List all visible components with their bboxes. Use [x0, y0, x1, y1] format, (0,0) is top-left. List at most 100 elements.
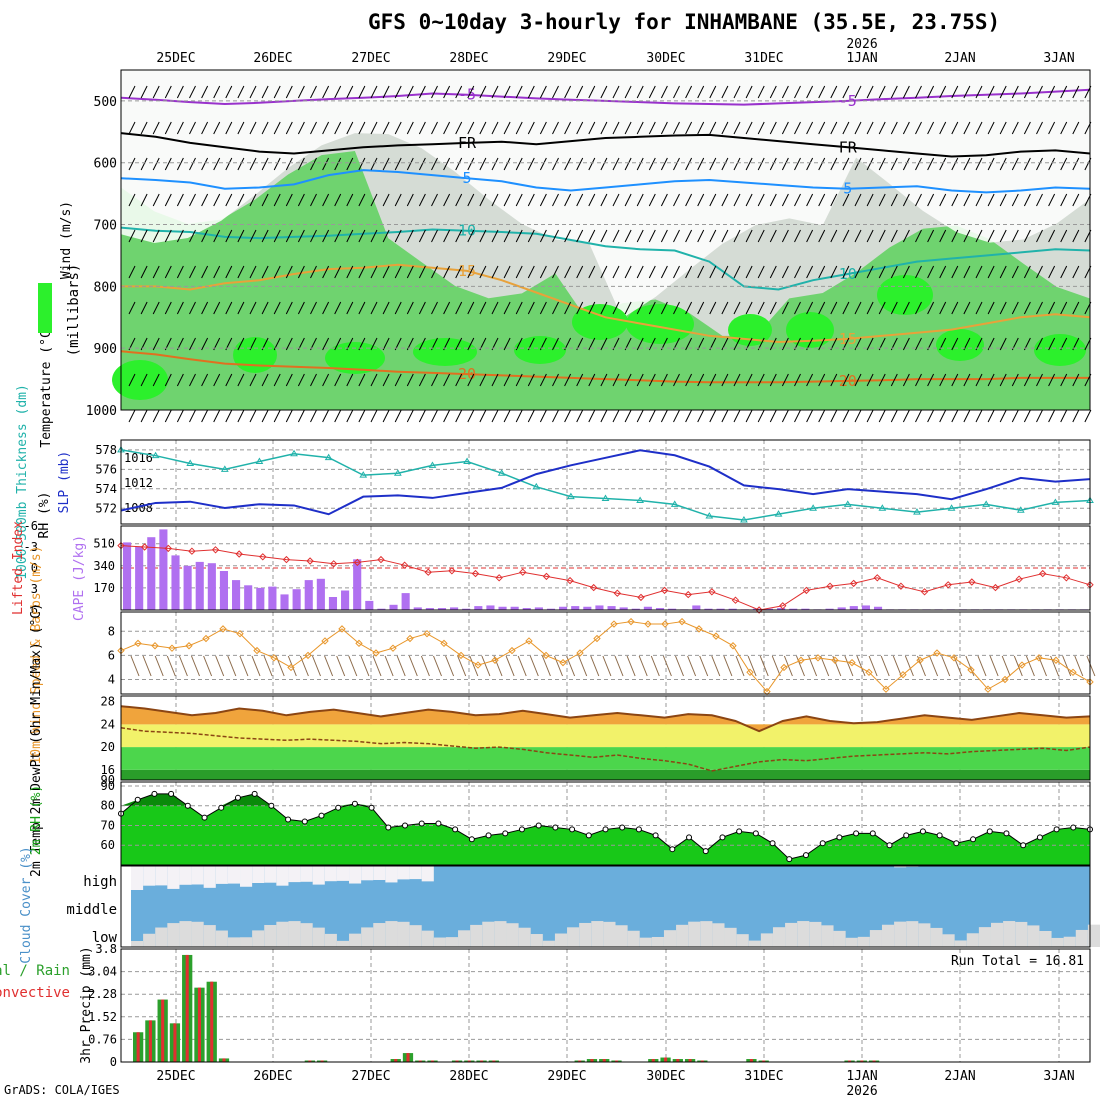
li-marker	[708, 588, 716, 596]
wind10-barb	[420, 655, 430, 677]
li-marker	[849, 579, 858, 588]
wind-barb	[503, 373, 511, 387]
wind10-barb	[469, 655, 479, 677]
li-marker	[897, 582, 905, 590]
rh2m-marker	[134, 796, 141, 803]
wind-barb	[697, 265, 705, 279]
wind-barb	[334, 85, 342, 99]
wind-barb	[951, 409, 959, 423]
wind-barb	[382, 121, 390, 135]
wind-barb	[189, 193, 196, 207]
wind-barb	[866, 373, 874, 387]
precip-conv-bar	[578, 1060, 582, 1062]
wind-barb	[152, 85, 160, 99]
wind-barb	[237, 85, 245, 99]
rh2m-marker	[786, 856, 793, 863]
isotherm-15	[121, 263, 1091, 344]
cloud-low-bar	[688, 921, 701, 947]
precip-conv-bar	[492, 1060, 496, 1062]
wind-barb	[140, 301, 148, 315]
wind-tick: 4	[108, 673, 115, 687]
wind-barb	[358, 265, 366, 279]
wind10-barb	[324, 655, 334, 677]
wind-barb	[721, 409, 729, 423]
rh2m-marker	[552, 824, 559, 831]
wind-barb	[334, 229, 342, 243]
li-tick: 0	[31, 561, 38, 575]
wind-barb	[902, 157, 910, 171]
thickness-marker	[186, 459, 195, 466]
rh2m-marker	[268, 802, 275, 809]
wind-barb	[261, 265, 269, 279]
wind-barb	[915, 409, 922, 423]
precip-tick: 3.8	[95, 942, 117, 956]
wind-barb	[951, 373, 959, 387]
wind-barb	[479, 193, 487, 207]
cloud-low-bar	[894, 921, 907, 947]
wind-barb	[939, 85, 947, 99]
wind-barb	[213, 121, 221, 135]
wind-barb	[346, 121, 354, 135]
cape-bar	[849, 606, 858, 610]
wind-barb	[261, 193, 269, 207]
wind-speed-marker	[678, 617, 686, 626]
wind10-barb	[336, 655, 346, 677]
wind-barb	[467, 85, 475, 99]
wind-barb	[455, 157, 463, 171]
temp-band-mild	[121, 747, 1090, 770]
isotherm-label: 5	[843, 180, 852, 198]
wind-barb	[1023, 193, 1031, 207]
rh2m-marker	[1070, 824, 1077, 831]
wind-barb	[334, 157, 342, 171]
wind-barb	[1048, 265, 1056, 279]
cape-bar	[595, 605, 604, 610]
rh2m-marker	[1003, 830, 1010, 837]
wind-barb	[491, 85, 499, 99]
wind-barb	[370, 229, 378, 243]
wind-speed-marker	[372, 649, 380, 657]
precip-conv-bar	[762, 1060, 766, 1062]
wind10-barb	[203, 655, 213, 677]
precip-conv-bar	[418, 1060, 422, 1062]
wind10-barb	[662, 655, 672, 677]
precip-conv-bar	[688, 1059, 692, 1062]
wind-barb	[297, 157, 305, 171]
wind-barb	[721, 373, 729, 387]
wind-barb	[503, 85, 511, 99]
wind-barb	[128, 265, 136, 279]
cloud-high-bar	[264, 866, 277, 883]
top-date-label: 28DEC	[449, 51, 488, 66]
wind-speed-marker	[389, 644, 397, 652]
cloud-low-bar	[312, 927, 325, 947]
cape-bar	[316, 578, 325, 610]
wind-barb	[176, 157, 184, 171]
wind10-barb	[578, 655, 588, 677]
thickness-marker	[705, 512, 714, 519]
wind-barb	[213, 265, 221, 279]
wind-barb	[697, 157, 705, 171]
wind-barb	[201, 229, 209, 243]
wind-barb	[709, 193, 717, 207]
cloud-low-bar	[458, 930, 471, 947]
wind-barb	[757, 85, 765, 99]
wind-barb	[418, 85, 426, 99]
bottom-date-label: 2JAN	[944, 1069, 975, 1084]
precip-conv-bar	[860, 1060, 864, 1062]
wind-barb	[527, 157, 535, 171]
wind10-barb	[917, 655, 926, 677]
wind-barb	[939, 121, 947, 135]
wind-barb	[794, 373, 801, 387]
wind-barb	[1072, 157, 1080, 171]
wind-barb	[418, 265, 426, 279]
rh2m-marker	[335, 804, 342, 811]
wind-barb	[382, 193, 390, 207]
rh2m-marker	[736, 828, 743, 835]
wind-barb	[164, 373, 172, 387]
wind-barb	[322, 373, 330, 387]
li-marker	[329, 560, 338, 568]
cloud-low-bar	[1051, 937, 1064, 947]
wind-barb	[818, 337, 826, 351]
wind-barb	[443, 373, 451, 387]
wind-barb	[213, 229, 221, 243]
wind-barb	[600, 85, 608, 99]
